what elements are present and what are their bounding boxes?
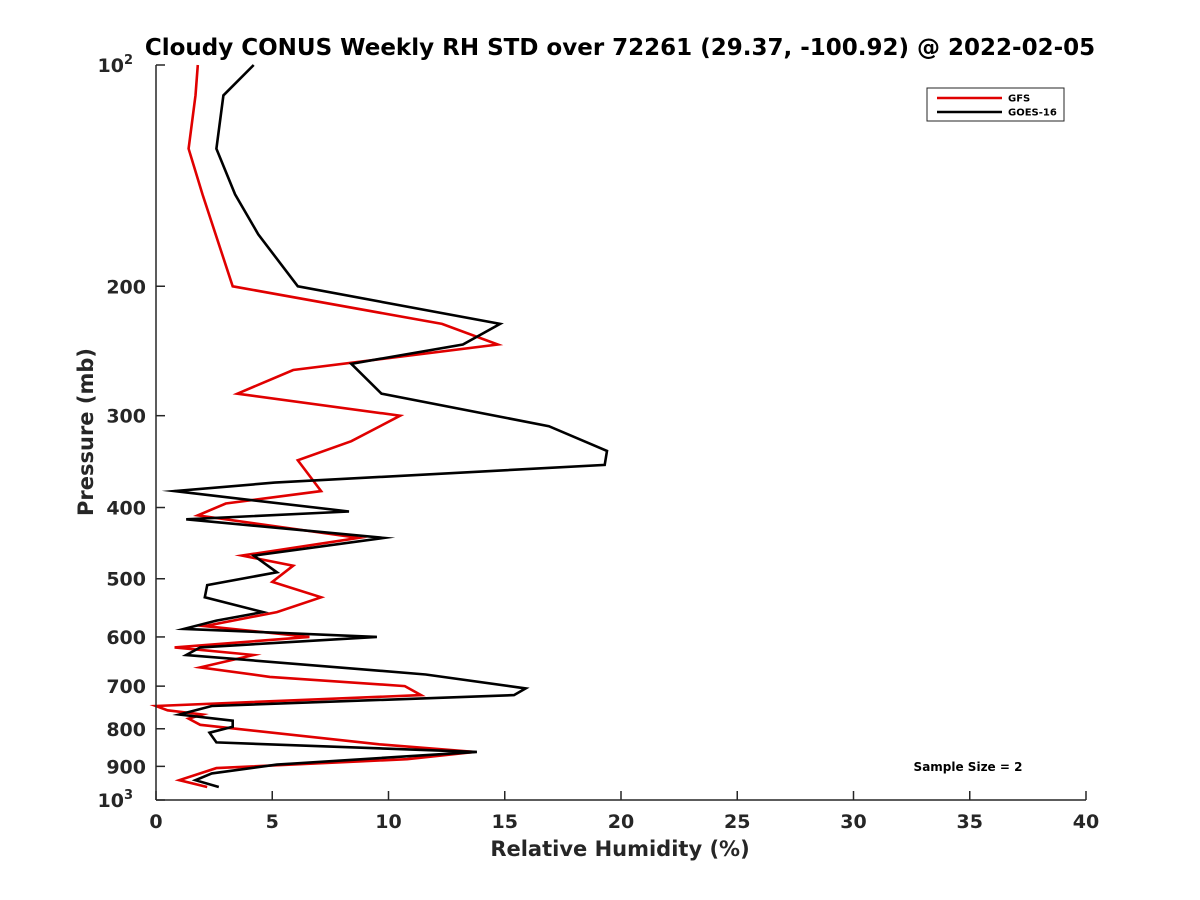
series-layer	[149, 64, 609, 789]
y-tick-label: 300	[106, 406, 146, 428]
y-tick-label: 800	[106, 719, 146, 741]
y-tick-label: 900	[106, 756, 146, 778]
x-tick-label: 35	[957, 811, 983, 833]
legend-label: GFS	[1008, 94, 1030, 105]
y-tick-label: 600	[106, 627, 146, 649]
legend: GFS GOES-16	[926, 87, 1065, 122]
y-ticks: 102 200 300 400 500 600 700 800 900 103	[98, 53, 165, 812]
x-axis-label: Relative Humidity (%)	[490, 837, 749, 861]
x-tick-label: 40	[1073, 811, 1099, 833]
series-line-goes-16	[161, 64, 609, 789]
y-tick-label: 500	[106, 569, 146, 591]
x-tick-label: 25	[724, 811, 750, 833]
x-tick-label: 10	[375, 811, 401, 833]
x-tick-label: 30	[840, 811, 866, 833]
x-tick-label: 0	[149, 811, 162, 833]
x-tick-label: 5	[266, 811, 279, 833]
x-ticks: 0 5 10 15 20 25 30 35 40	[149, 791, 1099, 833]
y-tick-label: 200	[106, 276, 146, 298]
x-tick-label: 15	[492, 811, 518, 833]
legend-box	[926, 87, 1065, 122]
x-tick-label: 20	[608, 811, 634, 833]
legend-label: GOES-16	[1008, 108, 1057, 119]
y-tick-label: 700	[106, 676, 146, 698]
axes	[155, 65, 1086, 801]
y-tick-label: 400	[106, 498, 146, 520]
y-tick-label: 103	[98, 788, 134, 812]
y-tick-label: 102	[98, 53, 134, 77]
sample-size-annotation: Sample Size = 2	[914, 760, 1023, 774]
y-axis-label: Pressure (mb)	[74, 348, 98, 516]
chart-title: Cloudy CONUS Weekly RH STD over 72261 (2…	[145, 35, 1095, 61]
